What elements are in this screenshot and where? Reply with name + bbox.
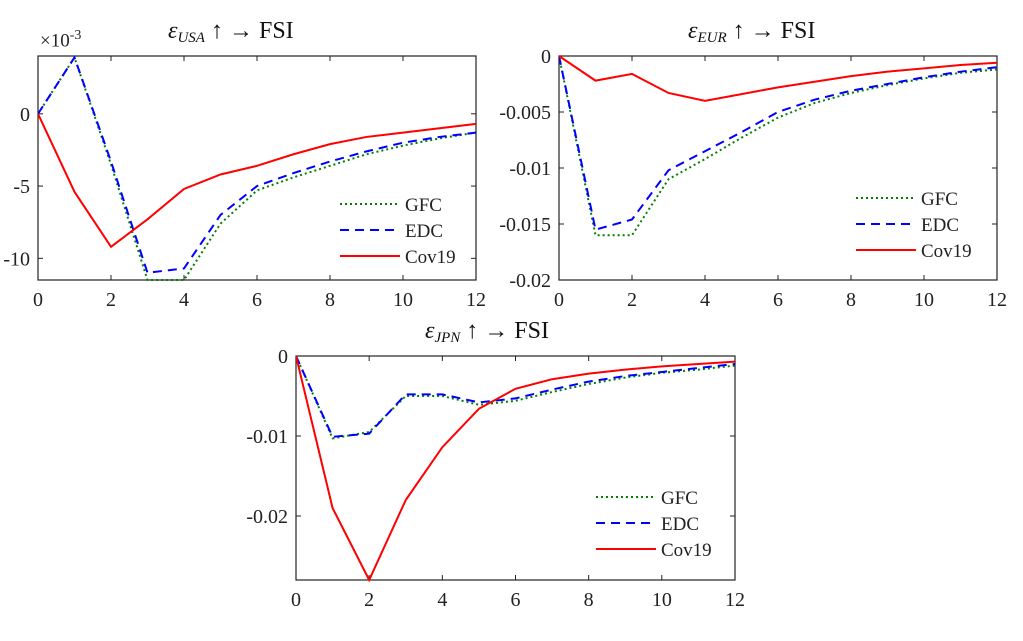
y-tick-label: -0.01 [246,426,288,448]
multiplier-exponent: -3 [69,28,82,43]
x-tick-label: 10 [393,289,413,311]
legend-label-edc: EDC [405,221,443,242]
x-tick-label: 2 [364,589,374,611]
chart-title-jpn: εJPN ↑ → FSI [425,318,549,347]
y-tick-label: 0 [541,46,551,68]
y-tick-label: 0 [278,346,288,368]
title-subscript: EUR [697,30,727,46]
multiplier-base: ×10 [40,30,70,52]
y-tick-label: -0.015 [499,214,551,236]
title-rest: ↑ → FSI [210,18,294,44]
x-tick-label: 6 [511,589,521,611]
axes-box [295,355,736,581]
legend-label-edc: EDC [661,514,699,535]
x-tick-label: 8 [846,289,856,311]
x-tick-label: 12 [466,289,486,311]
x-tick-label: 0 [291,589,301,611]
axes-box [37,55,477,281]
series-line-cov19 [559,55,997,102]
x-tick-label: 4 [700,289,710,311]
y-tick-label: 0 [20,104,30,126]
series-line-cov19 [296,355,735,582]
x-tick-label: 8 [584,589,594,611]
x-tick-label: 8 [325,289,335,311]
title-rest: ↑ → FSI [732,18,816,44]
y-tick-label: -0.01 [509,158,551,180]
x-tick-label: 2 [627,289,637,311]
series-line-edc [296,355,735,438]
legend-label-gfc: GFC [921,189,958,210]
title-symbol: ε [425,318,435,344]
title-rest: ↑ → FSI [466,318,549,344]
legend-label-edc: EDC [921,215,959,236]
legend-label-cov19: Cov19 [405,247,456,268]
title-symbol: ε [168,18,178,44]
series-line-gfc [559,55,997,237]
x-tick-label: 2 [106,289,116,311]
legend-label-cov19: Cov19 [661,540,712,561]
chart-title-eur: εEUR ↑ → FSI [688,18,815,47]
title-symbol: ε [688,18,698,44]
chart-title-usa: εUSA ↑ → FSI [168,18,294,47]
y-tick-label: -10 [3,248,30,270]
x-tick-label: 0 [33,289,43,311]
y-tick-label: -0.02 [246,506,288,528]
x-tick-label: 0 [554,289,564,311]
x-tick-label: 6 [252,289,262,311]
title-subscript: JPN [434,330,461,346]
y-tick-label: -0.005 [499,102,551,124]
subplot-0: 0 2 4 6 8 10 12 0 -5 -10 GFC EDC Cov19 [3,55,486,311]
x-tick-label: 12 [987,289,1007,311]
series-line-cov19 [38,113,476,249]
series-line-edc [38,55,476,274]
y-tick-label: -0.02 [509,270,551,292]
y-tick-label: -5 [13,176,30,198]
axes-box [558,55,998,281]
legend-label-cov19: Cov19 [921,241,972,262]
subplot-2: 0 2 4 6 8 10 12 0 -0.01 -0.02 GFC EDC Cov19 [246,346,745,611]
x-tick-label: 10 [914,289,934,311]
series-line-edc [559,55,997,231]
title-subscript: USA [177,30,205,46]
subplot-1: 0 2 4 6 8 10 12 0 -0.005 -0.01 -0.015 -0.02 GFC EDC Co… [499,46,1007,311]
x-tick-label: 4 [437,589,447,611]
x-tick-label: 12 [725,589,745,611]
legend-label-gfc: GFC [405,195,442,216]
x-tick-label: 10 [652,589,672,611]
legend-label-gfc: GFC [661,488,698,509]
x-tick-label: 6 [773,289,783,311]
x-tick-label: 4 [179,289,189,311]
y-multiplier-usa: ×10-3 [40,28,81,52]
